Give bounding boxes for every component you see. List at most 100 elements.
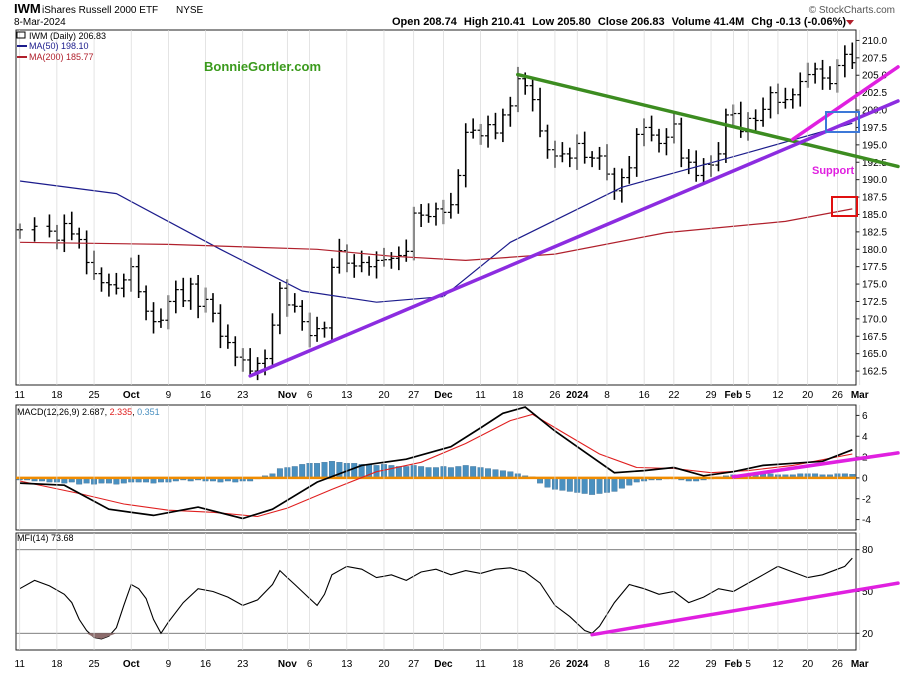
x-tick-label: 25 [88, 659, 100, 670]
price-bar [589, 151, 596, 168]
price-bar [633, 128, 640, 177]
price-bar [841, 45, 848, 78]
x-tick-label: 20 [378, 390, 390, 401]
price-bar [143, 285, 150, 321]
price-bar [789, 88, 796, 109]
mfi-legend: MFI(14) 73.68 [17, 533, 74, 543]
macd-histogram-bar [403, 466, 410, 479]
price-bar [626, 155, 633, 184]
x-tick-label: 2024 [566, 659, 589, 670]
price-bar [470, 118, 477, 139]
down-arrow-icon [846, 20, 854, 25]
price-legend: IWM (Daily) 206.83 MA(50) 198.10 MA(200)… [16, 31, 106, 62]
price-legend-swatch [16, 31, 26, 39]
mfi-panel: 20 50 80 [15, 532, 874, 651]
x-tick-label: 18 [51, 659, 63, 670]
x-tick-label: 2024 [566, 390, 589, 401]
x-tick-label: 27 [408, 659, 420, 670]
support-annotation: Support [812, 165, 854, 177]
mfi-line [19, 557, 853, 640]
price-bar [247, 348, 254, 378]
legend-mfi: MFI(14) 73.68 [17, 533, 74, 543]
x-tick-label: 6 [307, 659, 313, 670]
y-tick-label: 4 [862, 432, 868, 443]
price-bar [105, 273, 112, 297]
price-bar [172, 280, 179, 314]
x-tick-label: 5 [745, 390, 751, 401]
macd-histogram-bar [559, 477, 566, 491]
price-bar [462, 123, 469, 188]
macd-histogram-bar [581, 477, 588, 494]
macd-trend-line [731, 451, 900, 479]
x-tick-label: 20 [802, 390, 814, 401]
x-tick-label: Mar [851, 659, 869, 670]
y-tick-label: 177.5 [862, 262, 887, 273]
mfi-trend-line [590, 581, 900, 637]
macd-signal-line [19, 413, 853, 518]
price-bar [566, 147, 573, 168]
support-box [825, 111, 860, 133]
price-bar [135, 254, 142, 298]
macd-histogram-bar [351, 463, 358, 479]
price-bar [485, 115, 492, 148]
macd-histogram-bar [314, 463, 320, 479]
x-tick-label: 16 [639, 659, 651, 670]
macd-histogram-bar [589, 477, 596, 495]
x-tick-label: 6 [307, 390, 313, 401]
panel-frame [15, 404, 857, 531]
price-bar [544, 124, 551, 159]
macd-histogram-bar [462, 465, 469, 479]
price-bar [321, 321, 328, 338]
price-bar [157, 308, 164, 328]
y-tick-label: 207.5 [862, 53, 887, 64]
price-bar [76, 227, 83, 249]
price-bar [98, 267, 105, 292]
price-bar [812, 62, 819, 84]
y-tick-label: 20 [862, 629, 874, 640]
x-tick-label: 25 [88, 390, 100, 401]
price-bar [314, 316, 321, 342]
y-tick-label: 197.5 [862, 123, 887, 134]
price-panel: 162.5 165.0 167.5 170.0 172.5 175.0 177.5 180.0… [15, 29, 887, 386]
exchange-label: NYSE [176, 5, 204, 16]
y-tick-label: 195.0 [862, 140, 887, 151]
y-tick-label: -4 [862, 515, 871, 526]
x-axis: 11 11 18 18 25 25 Oct Oct 9 9 16 16 23 23 Nov Nov 6 6 13 13… [15, 30, 869, 670]
macd-histogram-bar [299, 464, 306, 479]
price-bar [722, 108, 729, 163]
ma200-line [19, 208, 853, 262]
legend-macd: MACD(12,26,9) 2.687, 2.335, 0.351 [17, 407, 160, 417]
price-bar [581, 131, 588, 164]
price-bar [752, 109, 759, 133]
price-bar [685, 149, 692, 175]
price-bar [447, 192, 454, 219]
price-bar [46, 214, 53, 238]
x-tick-label: 18 [51, 390, 63, 401]
x-tick-label: 16 [200, 390, 212, 401]
macd-legend: MACD(12,26,9) 2.687, 2.335, 0.351 [17, 407, 160, 417]
price-bar [83, 230, 90, 275]
x-tick-label: 20 [378, 659, 390, 670]
y-tick-label: 205.0 [862, 71, 887, 82]
x-tick-label: Mar [851, 390, 869, 401]
price-bar [693, 150, 700, 182]
price-bar [529, 76, 536, 112]
macd-panel: -4-20246 [15, 404, 871, 531]
price-bar [388, 252, 395, 269]
y-tick-label: 187.5 [862, 193, 887, 204]
price-bar [276, 281, 283, 335]
price-bar [336, 238, 343, 274]
trendlines [248, 65, 900, 637]
x-tick-label: 8 [604, 390, 610, 401]
x-tick-label: 13 [341, 659, 353, 670]
x-tick-label: 22 [668, 659, 680, 670]
price-bar [328, 258, 335, 340]
price-bar [291, 293, 298, 313]
price-bar [209, 293, 216, 323]
ma200-box [831, 196, 858, 217]
mfi-oversold-area [86, 633, 117, 639]
y-tick-label: 6 [862, 411, 868, 422]
macd-histogram-bar [455, 466, 462, 479]
price-bar [31, 217, 38, 242]
price-bar [269, 313, 276, 365]
